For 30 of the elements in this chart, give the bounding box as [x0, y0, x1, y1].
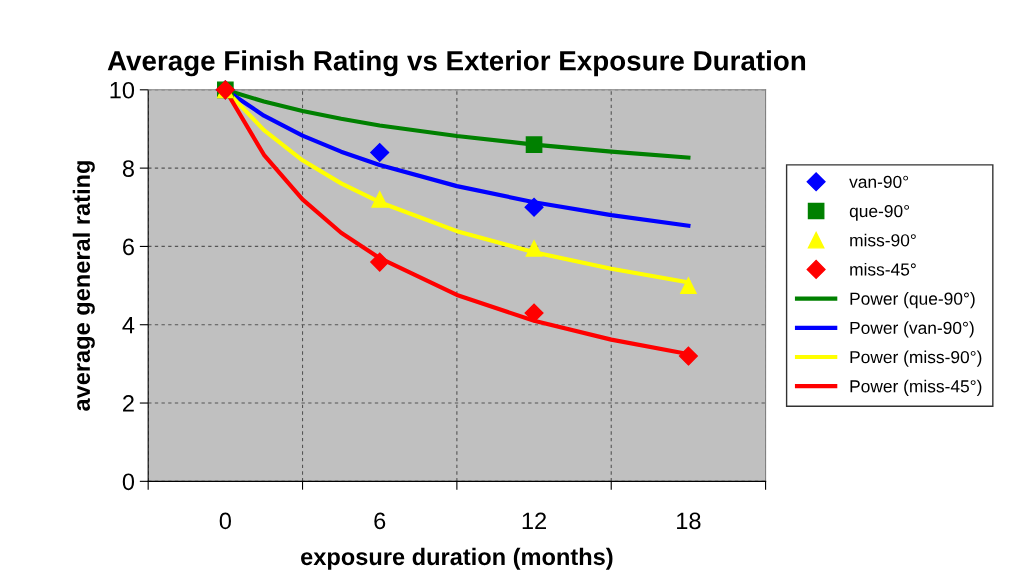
point [524, 303, 544, 323]
point [680, 277, 697, 294]
x-tick-label: 6 [374, 512, 386, 530]
y-tick-label: 6 [123, 238, 134, 256]
point [525, 240, 543, 257]
chart-title: Average Finish Rating vs Exterior Exposure Duration [107, 50, 806, 77]
legend-label: Power (miss-45°) [850, 379, 982, 396]
legend-label: Power (van-90°) [850, 321, 974, 338]
legend-label: Power (que-90°) [850, 292, 975, 309]
legend-label: miss-90° [850, 233, 916, 247]
legend-label: Power (miss-90°) [850, 350, 982, 367]
y-tick-label: 0 [122, 473, 135, 491]
point [525, 136, 543, 153]
legend-label: miss-45° [850, 262, 916, 276]
x-tick-label: 12 [522, 512, 546, 530]
point [371, 191, 389, 208]
point [370, 252, 390, 272]
y-tick-label: 4 [122, 317, 135, 334]
x-axis-title: exposure duration (months) [301, 547, 613, 570]
y-tick-label: 10 [110, 81, 135, 99]
legend-label: que-90° [849, 204, 910, 221]
point [370, 142, 390, 162]
legend-label: van-90° [849, 175, 909, 189]
y-tick-label: 8 [122, 160, 134, 177]
y-tick-label: 2 [123, 395, 134, 412]
point [524, 197, 544, 217]
point [678, 346, 698, 366]
x-tick-label: 0 [219, 512, 231, 530]
y-axis-title: average general rating [72, 161, 95, 411]
x-tick-label: 18 [677, 512, 701, 530]
